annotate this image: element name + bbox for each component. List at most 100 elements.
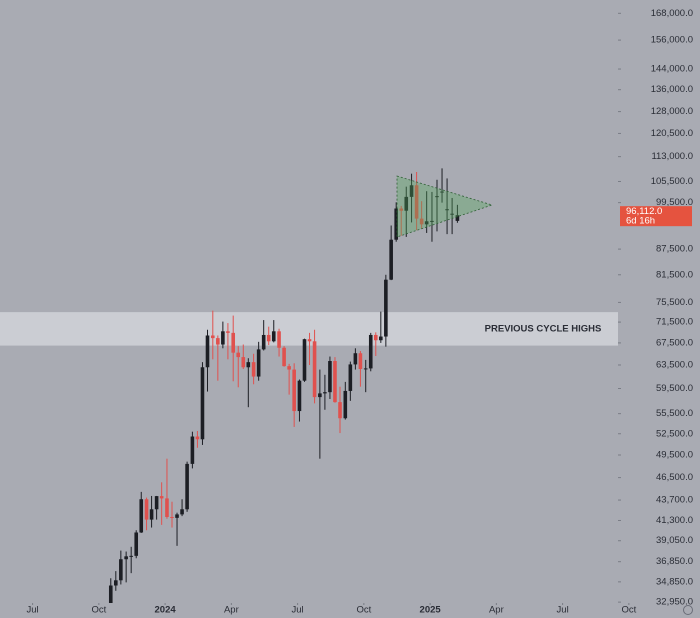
candle-body — [455, 215, 460, 221]
y-tick-label: 136,000.0 — [651, 84, 693, 95]
candle-body — [251, 362, 256, 377]
x-tick-label: Jul — [27, 605, 39, 616]
y-tick-label: 41,300.0 — [656, 515, 693, 526]
candle-body — [154, 496, 159, 510]
candle-body — [282, 347, 286, 367]
candle-body — [328, 361, 332, 393]
candle-body — [307, 339, 312, 342]
candle-body — [231, 332, 236, 353]
candle-body — [134, 532, 139, 556]
candle-body — [175, 514, 179, 518]
y-tick-label: 168,000.0 — [651, 8, 693, 19]
candle-body — [129, 555, 133, 557]
candle-body — [108, 585, 113, 603]
x-tick-label: Apr — [489, 605, 504, 616]
candle-body — [384, 279, 388, 337]
axis-layer: 168,000.0 156,000.0 144,000.0 136,000.0 128,… — [27, 8, 693, 616]
candle-body — [165, 498, 169, 517]
y-tick-label: 59,500.0 — [656, 383, 693, 394]
x-tick-label: 2025 — [420, 605, 442, 616]
y-tick-label: 67,500.0 — [656, 337, 693, 348]
candle-body — [312, 341, 317, 398]
candle-body — [358, 353, 363, 369]
candle-body — [185, 463, 189, 510]
y-tick-label: 75,500.0 — [656, 297, 693, 308]
y-tick-label: 144,000.0 — [651, 64, 693, 75]
candle-body — [348, 364, 353, 391]
y-tick-label: 120,500.0 — [651, 128, 693, 139]
x-tick-label: Jul — [557, 605, 569, 616]
candle-body — [440, 191, 444, 193]
candle-body — [261, 334, 266, 350]
x-tick-label: Jul — [292, 605, 304, 616]
candle-body — [271, 331, 276, 342]
candle-body — [226, 331, 230, 333]
candle-body — [119, 559, 123, 581]
candle-body — [221, 331, 225, 345]
candle-body — [450, 213, 454, 215]
price-tag-countdown: 6d 16h — [626, 216, 655, 227]
candle-body — [302, 339, 307, 381]
candle-body — [124, 556, 128, 560]
y-tick-label: 39,050.0 — [656, 535, 693, 546]
y-tick-label: 49,500.0 — [656, 450, 693, 461]
candle-body — [414, 185, 419, 219]
y-tick-label: 52,500.0 — [656, 428, 693, 439]
price-tag-value: 96,112.0 — [626, 206, 662, 217]
candle-body — [318, 393, 322, 398]
candle-body — [323, 392, 327, 394]
candle-body — [216, 338, 220, 345]
candle-body — [343, 390, 348, 419]
candle-body — [236, 352, 241, 358]
candle-body — [373, 334, 378, 341]
candle-body — [297, 380, 302, 412]
candle-body — [333, 361, 337, 403]
y-tick-label: 36,850.0 — [656, 556, 693, 567]
candle-body — [338, 402, 342, 419]
candle-body — [353, 353, 358, 365]
candle-body — [246, 362, 251, 368]
candle-body — [430, 220, 434, 222]
candle-body — [144, 499, 149, 520]
x-tick-label: Oct — [91, 605, 106, 616]
candle-body — [424, 221, 429, 225]
x-tick-label: Apr — [224, 605, 239, 616]
candle-body — [409, 185, 414, 197]
y-tick-label: 128,000.0 — [651, 106, 693, 117]
candle-body — [445, 209, 449, 211]
y-tick-label: 71,500.0 — [656, 317, 693, 328]
candle-body — [419, 218, 424, 225]
candle-body — [363, 368, 368, 370]
candle-body — [394, 208, 398, 240]
candle-body — [389, 239, 393, 280]
y-tick-label: 34,850.0 — [656, 576, 693, 587]
candle-layer — [108, 168, 460, 603]
y-tick-label: 105,500.0 — [651, 176, 693, 187]
candle-body — [180, 509, 184, 515]
candle-body — [368, 334, 373, 369]
candle-body — [266, 334, 271, 342]
y-tick-label: 32,950.0 — [656, 597, 693, 608]
candle-body — [292, 369, 296, 412]
triangle-pattern — [396, 175, 494, 238]
candle-body — [195, 436, 200, 440]
candle-body — [277, 331, 281, 348]
candle-body — [211, 335, 215, 339]
y-tick-label: 81,500.0 — [656, 269, 693, 280]
candle-body — [241, 357, 246, 368]
zone-label: PREVIOUS CYCLE HIGHS — [485, 323, 602, 334]
candle-body — [159, 496, 164, 499]
x-tick-label: Oct — [621, 605, 636, 616]
y-tick-label: 99,500.0 — [656, 197, 693, 208]
candle-body — [399, 208, 404, 211]
settings-icon[interactable] — [683, 605, 693, 615]
price-tag — [620, 206, 692, 227]
candle-body — [139, 499, 144, 533]
candle-body — [200, 367, 205, 440]
candle-body — [170, 516, 174, 518]
candle-body — [256, 349, 261, 377]
x-tick-label: Oct — [356, 605, 371, 616]
